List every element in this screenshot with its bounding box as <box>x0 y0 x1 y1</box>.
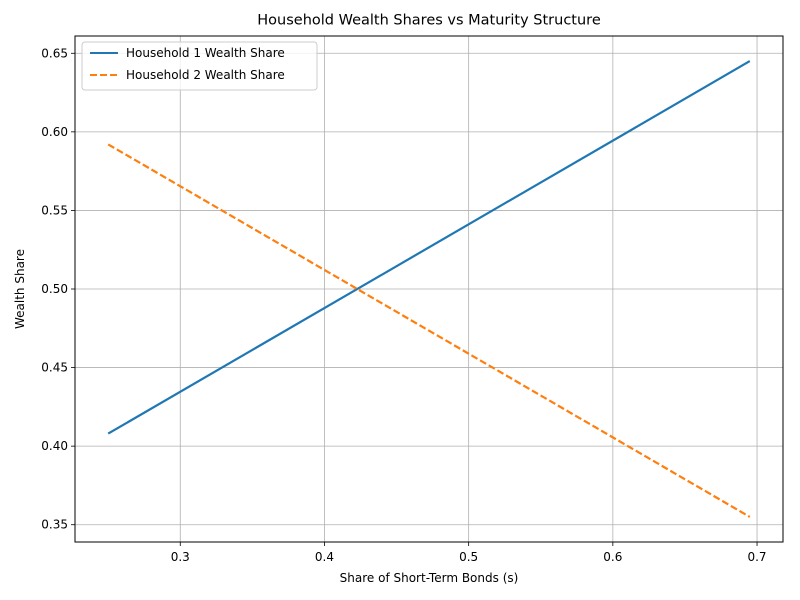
series-line-household-1 <box>107 60 751 435</box>
y-axis-label: Wealth Share <box>13 249 27 329</box>
series-line-household-2 <box>107 143 751 518</box>
legend-label-household-1: Household 1 Wealth Share <box>126 46 285 60</box>
legend: Household 1 Wealth Share Household 2 Wea… <box>81 41 318 91</box>
y-tick-label: 0.65 <box>41 46 68 60</box>
grid <box>75 36 783 542</box>
y-tick-label: 0.35 <box>41 518 68 532</box>
y-tick-label: 0.50 <box>41 282 68 296</box>
x-tick-label: 0.4 <box>315 550 334 564</box>
y-tick-label: 0.40 <box>41 439 68 453</box>
axis-ticks: 0.3 0.4 0.5 0.6 0.7 0.35 0.40 0.45 0.50 0.55 0.60 0… <box>41 46 766 564</box>
y-tick-label: 0.45 <box>41 361 68 375</box>
y-tick-label: 0.55 <box>41 203 68 217</box>
x-axis-label: Share of Short-Term Bonds (s) <box>340 571 519 585</box>
series-group <box>107 60 751 518</box>
legend-box <box>81 41 318 91</box>
x-tick-label: 0.5 <box>459 550 478 564</box>
x-tick-label: 0.3 <box>171 550 190 564</box>
chart-title: Household Wealth Shares vs Maturity Stru… <box>257 13 601 29</box>
legend-label-household-2: Household 2 Wealth Share <box>126 68 285 82</box>
x-tick-label: 0.7 <box>747 550 766 564</box>
x-tick-label: 0.6 <box>603 550 622 564</box>
y-tick-label: 0.60 <box>41 125 68 139</box>
